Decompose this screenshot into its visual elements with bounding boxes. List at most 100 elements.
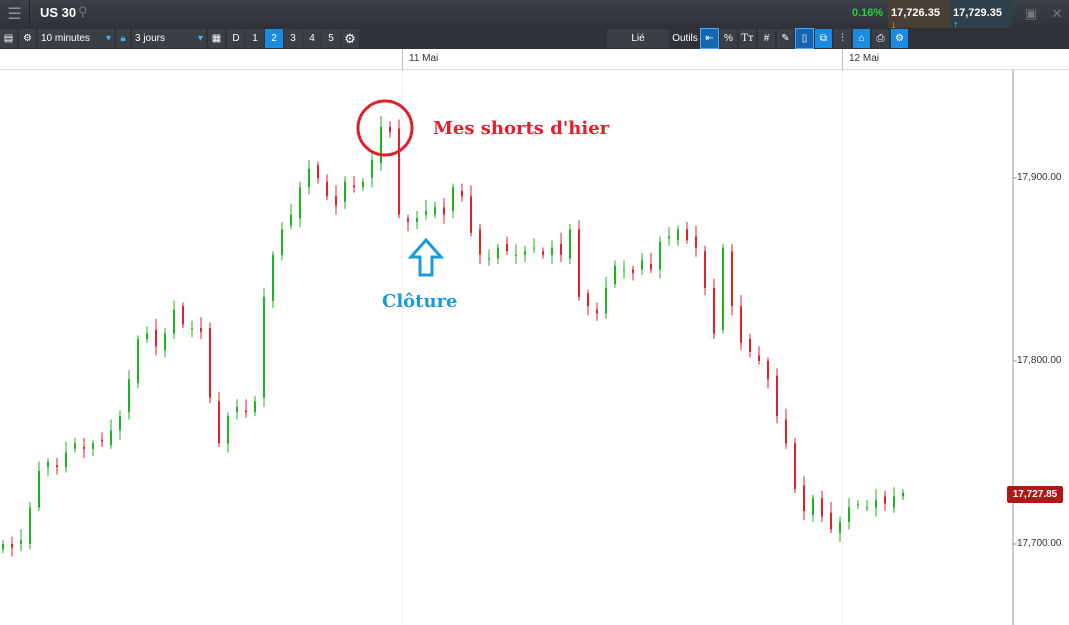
tag-icon[interactable]: ⌂ [853, 29, 870, 48]
candle-body [713, 287, 715, 334]
candle-body [893, 496, 895, 508]
compare-icon[interactable]: ⧉ [815, 29, 832, 48]
candle-body [506, 243, 508, 252]
candle-body [164, 333, 166, 351]
range-select[interactable]: 3 jours ▾ [132, 29, 206, 48]
layout-5-button[interactable]: 5 [322, 29, 340, 48]
settings-gear-icon[interactable]: ⚙ [341, 29, 359, 48]
candle-body [128, 379, 130, 413]
y-tick-label: 17,800.00 [1017, 355, 1062, 366]
layout-1-button[interactable]: 1 [246, 29, 264, 48]
candle-body [56, 465, 58, 468]
candle-body [155, 329, 157, 347]
candle-body [416, 218, 418, 222]
change-percent: 0.16% [852, 7, 884, 19]
calendar-icon[interactable]: ▦ [208, 29, 225, 48]
candle-body [821, 498, 823, 517]
candle-body [686, 229, 688, 241]
candle-body [488, 258, 490, 260]
candle-body [803, 485, 805, 512]
lock-icon[interactable]: 🔒︎ [116, 29, 130, 48]
candle-body [857, 503, 859, 505]
candle-body [497, 247, 499, 259]
candle-body [371, 159, 373, 178]
layout-3-button[interactable]: 3 [284, 29, 302, 48]
search-icon[interactable]: ⚲ [78, 4, 88, 19]
candle-body [866, 507, 868, 509]
candle-body [785, 419, 787, 444]
candle-body [191, 328, 193, 330]
candle-body [2, 544, 4, 550]
candle-body [533, 247, 535, 249]
gear-icon[interactable]: ⚙ [19, 29, 36, 48]
candle-body [722, 247, 724, 330]
candle-body [812, 498, 814, 515]
candle-body [236, 406, 238, 413]
candle-body [20, 540, 22, 544]
annotation-close: Clôture [382, 291, 458, 312]
close-icon[interactable]: ✕ [1051, 6, 1063, 21]
candle-body [110, 430, 112, 446]
candle-body [254, 401, 256, 413]
date-label: 12 Mai [849, 53, 880, 64]
candle-icon[interactable]: ▯ [795, 28, 814, 49]
y-tick-label: 17,700.00 [1017, 538, 1062, 549]
ask-price: 17,729.35 [953, 7, 1002, 19]
candle-body [623, 269, 625, 271]
candle-body [677, 229, 679, 241]
candle-body [767, 361, 769, 380]
interval-select[interactable]: 10 minutes ▾ [38, 29, 114, 48]
candlestick-chart[interactable] [0, 70, 1069, 625]
layout-d-button[interactable]: D [227, 29, 245, 48]
candle-body [515, 254, 517, 256]
percent-button[interactable]: % [720, 29, 737, 48]
layout-4-button[interactable]: 4 [303, 29, 321, 48]
red-circle-annotation [356, 99, 414, 157]
candle-body [209, 328, 211, 398]
candle-body [479, 229, 481, 255]
candle-body [470, 196, 472, 233]
config-icon[interactable]: ⚙ [891, 29, 908, 48]
layout-2-button[interactable]: 2 [265, 29, 283, 48]
candle-body [353, 185, 355, 188]
candle-body [524, 251, 526, 255]
indicator-icon[interactable]: ⫶ [834, 29, 851, 48]
candle-body [776, 375, 778, 416]
y-tick-label: 17,900.00 [1017, 172, 1062, 183]
draw-icon[interactable]: ✎ [777, 29, 794, 48]
candle-body [398, 128, 400, 215]
restore-icon[interactable]: ▣ [1024, 6, 1038, 21]
date-label: 11 Mai [409, 53, 439, 64]
candle-body [92, 443, 94, 449]
chart-toolbar: ▤ ⚙ 10 minutes ▾ 🔒︎ 3 jours ▾ ▦ D 1 2 3 4 … [0, 28, 1069, 49]
bid-price-button[interactable]: 17,726.35 ↓ [888, 0, 950, 31]
annotation-shorts: Mes shorts d'hier [433, 118, 610, 139]
candle-body [704, 251, 706, 288]
candle-body [749, 339, 751, 352]
candle-body [263, 296, 265, 398]
candle-body [578, 229, 580, 297]
cursor-icon[interactable]: ⇤ [700, 28, 719, 49]
candle-body [344, 181, 346, 202]
grid-icon[interactable]: # [758, 29, 775, 48]
candle-body [596, 309, 598, 314]
hamburger-icon[interactable]: ☰ [0, 0, 30, 28]
link-button[interactable]: Lié [607, 29, 669, 48]
candle-body [146, 333, 148, 340]
print-icon[interactable]: ⎙ [872, 29, 889, 48]
text-icon[interactable]: Tт [739, 29, 756, 48]
candle-body [830, 512, 832, 530]
candle-body [884, 496, 886, 504]
ask-price-button[interactable]: 17,729.35 ↑ [950, 0, 1012, 31]
candle-body [587, 293, 589, 307]
candle-body [47, 461, 49, 468]
candle-body [245, 410, 247, 413]
candle-body [335, 196, 337, 206]
candle-body [641, 260, 643, 270]
candle-body [29, 507, 31, 544]
list-icon[interactable]: ▤ [0, 29, 17, 48]
candle-body [425, 210, 427, 215]
candle-body [902, 492, 904, 497]
candle-body [182, 306, 184, 325]
candle-body [362, 181, 364, 188]
